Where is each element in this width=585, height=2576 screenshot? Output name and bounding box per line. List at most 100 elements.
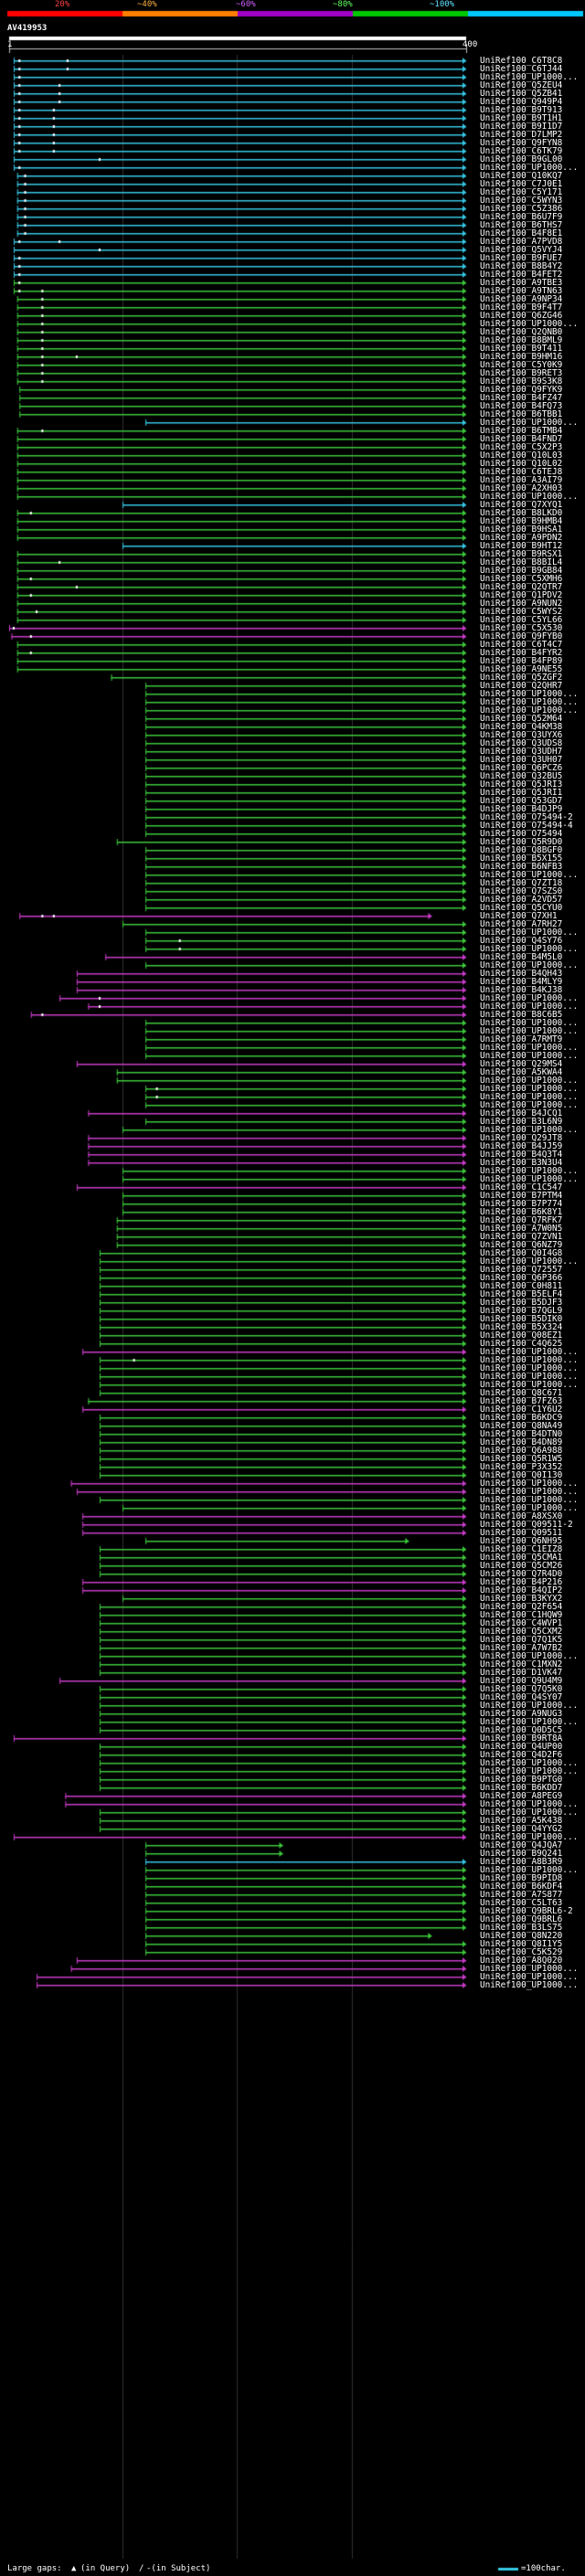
- hit-label[interactable]: UniRef100_B9RET3: [480, 368, 563, 378]
- hit-label[interactable]: UniRef100_B4FYR2: [480, 648, 563, 658]
- hit-label[interactable]: UniRef100_C1EIZ8: [480, 1544, 563, 1554]
- hit-label[interactable]: UniRef100_B8C6B5: [480, 1010, 563, 1020]
- hit-label[interactable]: UniRef100_B6TMB4: [480, 426, 563, 436]
- hit-label[interactable]: UniRef100_UP1000...: [480, 1166, 579, 1176]
- hit-label[interactable]: UniRef100_B9HMB4: [480, 516, 563, 526]
- hit-label[interactable]: UniRef100_Q6NH95: [480, 1536, 563, 1546]
- hit-label[interactable]: UniRef100_C4WVP1: [480, 1618, 563, 1628]
- hit-label[interactable]: UniRef100_A7W0N5: [480, 1224, 563, 1234]
- hit-label[interactable]: UniRef100_UP1000...: [480, 1256, 579, 1267]
- hit-label[interactable]: UniRef100_A3AI79: [480, 475, 563, 485]
- hit-label[interactable]: UniRef100_B4DJP9: [480, 804, 563, 814]
- hit-label[interactable]: UniRef100_UP1000...: [480, 1002, 579, 1012]
- hit-label[interactable]: UniRef100_UP1000...: [480, 319, 579, 329]
- hit-label[interactable]: UniRef100_UP1000...: [480, 1363, 579, 1373]
- hit-label[interactable]: UniRef100_Q5VYJ4: [480, 245, 563, 255]
- hit-label[interactable]: UniRef100_Q7RFK7: [480, 1215, 563, 1225]
- hit-label[interactable]: UniRef100_B4DN89: [480, 1437, 563, 1447]
- hit-label[interactable]: UniRef100_C6T4C7: [480, 640, 563, 650]
- hit-label[interactable]: UniRef100_A7PVD8: [480, 237, 563, 247]
- hit-label[interactable]: UniRef100_Q8C671: [480, 1388, 563, 1398]
- hit-label[interactable]: UniRef100_B4DTN0: [480, 1429, 563, 1439]
- hit-label[interactable]: UniRef100_B9HT12: [480, 541, 563, 551]
- hit-label[interactable]: UniRef100_Q9FYK9: [480, 385, 563, 395]
- hit-label[interactable]: UniRef100_B5X324: [480, 1322, 563, 1332]
- hit-label[interactable]: UniRef100_B7QGL9: [480, 1306, 563, 1316]
- hit-label[interactable]: UniRef100_B7PTM4: [480, 1191, 563, 1201]
- hit-label[interactable]: UniRef100_A8XSX0: [480, 1511, 563, 1521]
- hit-label[interactable]: UniRef100_B6TBB1: [480, 409, 563, 419]
- hit-label[interactable]: UniRef100_O75494: [480, 829, 563, 839]
- hit-label[interactable]: UniRef100_C5Z386: [480, 204, 563, 214]
- hit-label[interactable]: UniRef100_Q5R1W5: [480, 1454, 563, 1464]
- hit-label[interactable]: UniRef100_Q2QHR7: [480, 681, 563, 691]
- hit-label[interactable]: UniRef100_B9FUE7: [480, 253, 563, 263]
- hit-label[interactable]: UniRef100_UP1000...: [480, 1766, 579, 1776]
- hit-label[interactable]: UniRef100_Q6PCZ6: [480, 763, 563, 773]
- hit-label[interactable]: UniRef100_C5X530: [480, 623, 563, 633]
- hit-label[interactable]: UniRef100_Q5R9D0: [480, 837, 563, 847]
- hit-label[interactable]: UniRef100_C1Y6U2: [480, 1405, 563, 1415]
- hit-label[interactable]: UniRef100_C5YL66: [480, 615, 563, 625]
- hit-label[interactable]: UniRef100_D7LMP2: [480, 130, 563, 140]
- hit-label[interactable]: UniRef100_UP1000...: [480, 993, 579, 1003]
- hit-label[interactable]: UniRef100_Q7R4D0: [480, 1569, 563, 1579]
- hit-label[interactable]: UniRef100_Q3UDS8: [480, 738, 563, 748]
- hit-label[interactable]: UniRef100_B5X155: [480, 853, 563, 864]
- hit-label[interactable]: UniRef100_C6TJ44: [480, 64, 563, 74]
- hit-label[interactable]: UniRef100_B6KDC9: [480, 1413, 563, 1423]
- hit-label[interactable]: UniRef100_D1VK47: [480, 1668, 563, 1678]
- hit-label[interactable]: UniRef100_C4Q625: [480, 1339, 563, 1349]
- hit-label[interactable]: UniRef100_A5KWA4: [480, 1067, 563, 1077]
- hit-label[interactable]: UniRef100_UP1000...: [480, 1832, 579, 1842]
- hit-label[interactable]: UniRef100_A9TBE3: [480, 278, 563, 288]
- hit-label[interactable]: UniRef100_UP1000...: [480, 1347, 579, 1357]
- hit-label[interactable]: UniRef100_Q10KQ7: [480, 171, 563, 181]
- hit-label[interactable]: UniRef100_C5WYS2: [480, 607, 563, 617]
- hit-label[interactable]: UniRef100_Q4KM38: [480, 722, 563, 732]
- hit-label[interactable]: UniRef100_UP1000...: [480, 1084, 579, 1094]
- hit-label[interactable]: UniRef100_UP1000...: [480, 697, 579, 707]
- hit-label[interactable]: UniRef100_Q7XH1: [480, 911, 558, 921]
- hit-label[interactable]: UniRef100_UP1000...: [480, 1076, 579, 1086]
- hit-label[interactable]: UniRef100_Q29MS4: [480, 1059, 563, 1069]
- hit-label[interactable]: UniRef100_B6KDD7: [480, 1783, 563, 1793]
- hit-label[interactable]: UniRef100_Q7XYQ1: [480, 500, 563, 510]
- hit-label[interactable]: UniRef100_B9I1D7: [480, 122, 563, 132]
- hit-label[interactable]: UniRef100_Q09511-2: [480, 1520, 573, 1530]
- hit-label[interactable]: UniRef100_B9RT8A: [480, 1733, 563, 1744]
- hit-label[interactable]: UniRef100_B4QH43: [480, 969, 563, 979]
- hit-label[interactable]: UniRef100_Q32BU5: [480, 771, 563, 781]
- hit-label[interactable]: UniRef100_Q8NA49: [480, 1421, 563, 1431]
- hit-label[interactable]: UniRef100_C0H811: [480, 1281, 563, 1291]
- hit-label[interactable]: UniRef100_A2VD57: [480, 895, 563, 905]
- hit-label[interactable]: UniRef100_UP1000...: [480, 163, 579, 173]
- hit-label[interactable]: UniRef100_UP1000...: [480, 418, 579, 428]
- hit-label[interactable]: UniRef100_Q949P4: [480, 97, 563, 107]
- hit-label[interactable]: UniRef100_A9NE55: [480, 664, 563, 674]
- hit-label[interactable]: UniRef100_B8B4Y2: [480, 261, 563, 271]
- hit-label[interactable]: UniRef100_B4JCQ1: [480, 1108, 563, 1118]
- hit-label[interactable]: UniRef100_Q5JRI1: [480, 788, 563, 798]
- hit-label[interactable]: UniRef100_A2XH03: [480, 483, 563, 493]
- hit-label[interactable]: UniRef100_B9GB84: [480, 566, 563, 576]
- hit-label[interactable]: UniRef100_O75494-4: [480, 821, 573, 831]
- hit-label[interactable]: UniRef100_UP1000...: [480, 1865, 579, 1875]
- hit-label[interactable]: UniRef100_UP1000...: [480, 1799, 579, 1809]
- hit-label[interactable]: UniRef100_B9HM16: [480, 352, 563, 362]
- hit-label[interactable]: UniRef100_Q9FYB0: [480, 631, 563, 641]
- hit-label[interactable]: UniRef100_Q2F654: [480, 1602, 563, 1612]
- hit-label[interactable]: UniRef100_A7RMT9: [480, 1034, 563, 1044]
- hit-label[interactable]: UniRef100_UP1000...: [480, 689, 579, 699]
- hit-label[interactable]: UniRef100_UP1000...: [480, 1380, 579, 1390]
- hit-label[interactable]: UniRef100_UP1000...: [480, 1018, 579, 1028]
- hit-label[interactable]: UniRef100_Q08EZ1: [480, 1330, 563, 1341]
- hit-label[interactable]: UniRef100_A9NP34: [480, 294, 563, 304]
- hit-label[interactable]: UniRef100_A9NUG3: [480, 1709, 563, 1719]
- hit-label[interactable]: UniRef100_B3KYX2: [480, 1594, 563, 1604]
- hit-label[interactable]: UniRef100_Q6A988: [480, 1446, 563, 1456]
- hit-label[interactable]: UniRef100_UP1000...: [480, 1651, 579, 1661]
- hit-label[interactable]: UniRef100_B8BML9: [480, 335, 563, 345]
- hit-label[interactable]: UniRef100_P3X352: [480, 1462, 563, 1472]
- hit-label[interactable]: UniRef100_Q0D5C5: [480, 1725, 563, 1735]
